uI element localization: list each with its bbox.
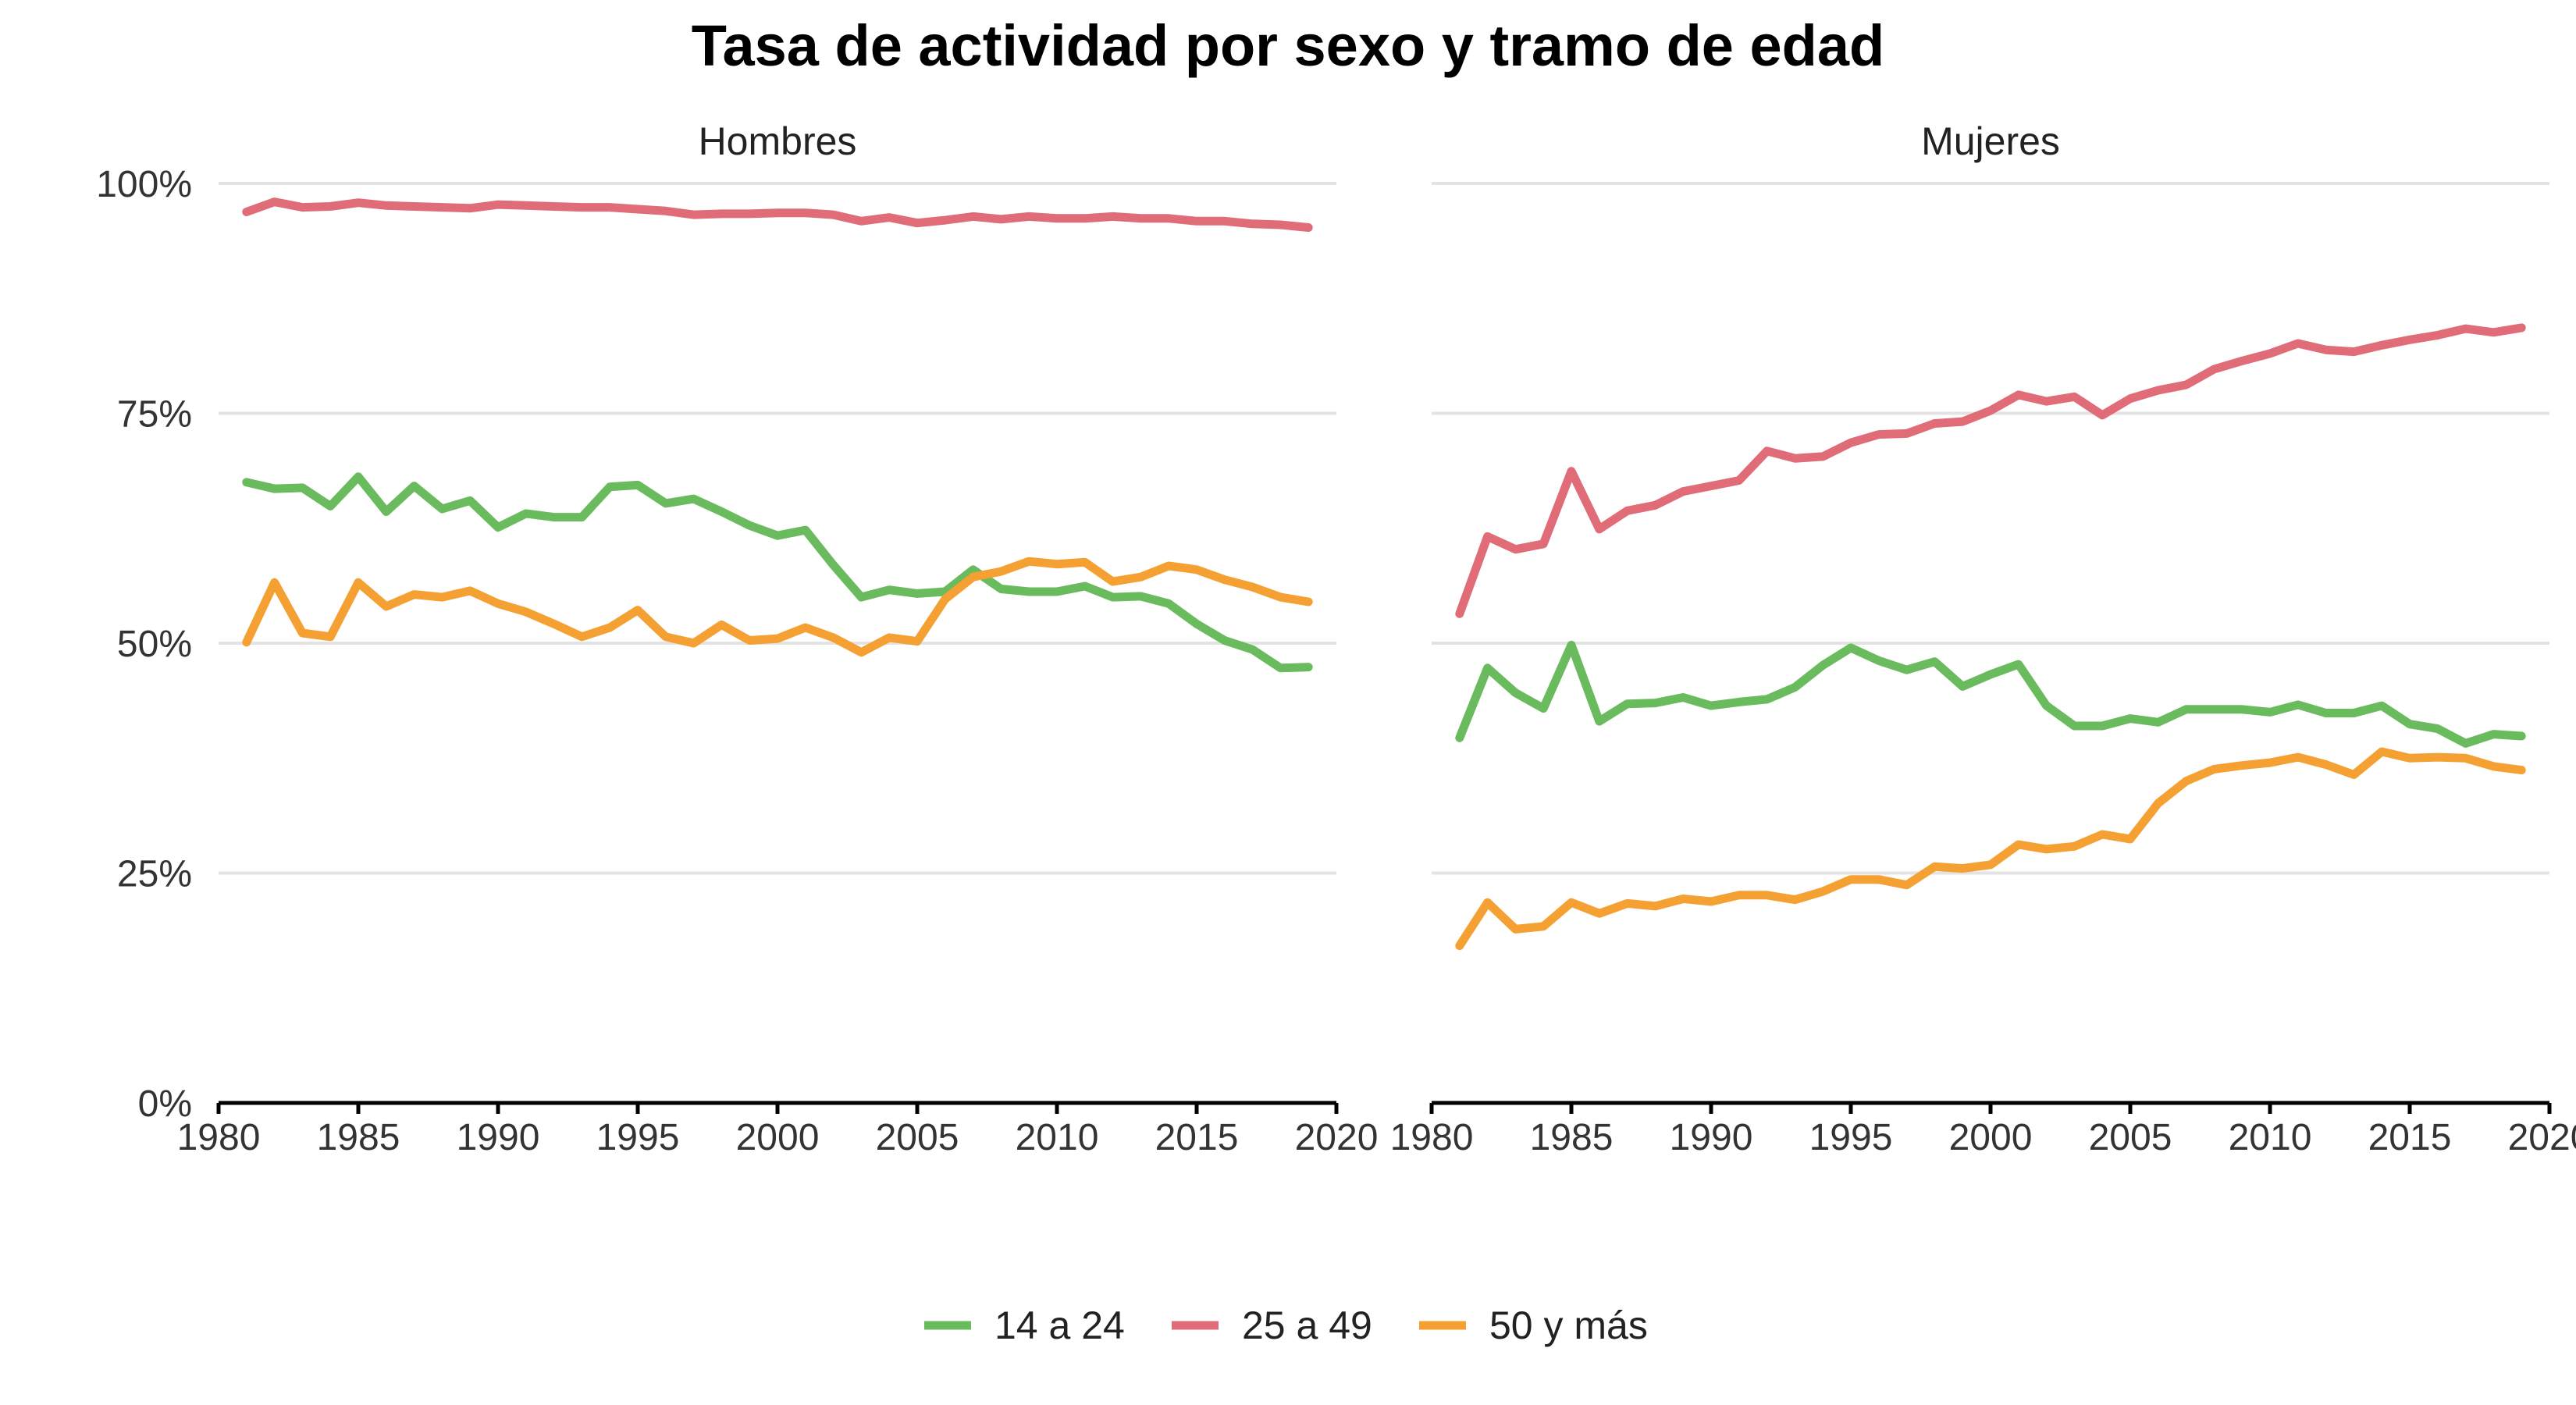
x-tick-label: 1980 — [177, 1117, 261, 1158]
x-tick-label: 1990 — [1670, 1117, 1753, 1158]
x-tick-label: 2015 — [1155, 1117, 1239, 1158]
x-tick-label: 2010 — [1016, 1117, 1099, 1158]
y-tick-label: 0% — [138, 1083, 192, 1125]
chart-title: Tasa de actividad por sexo y tramo de ed… — [692, 13, 1885, 78]
y-tick-label: 50% — [117, 624, 192, 665]
legend-item: 25 a 49 — [1172, 1304, 1372, 1347]
x-tick-label: 2020 — [1295, 1117, 1379, 1158]
series-line-50-y-más — [242, 557, 1313, 657]
series-line-14-a-24 — [242, 472, 1313, 673]
series-line-14-a-24 — [1455, 640, 2526, 748]
series-line-25-a-49 — [242, 197, 1313, 232]
legend-label: 50 y más — [1489, 1304, 1648, 1347]
panel-hombres: Hombres 0% 25% 50% 75% 100% 1980 1985 1990 1995 20… — [96, 119, 1378, 1158]
x-tick-label: 2000 — [736, 1117, 820, 1158]
legend-label: 25 a 49 — [1242, 1304, 1372, 1347]
legend-item: 50 y más — [1419, 1304, 1648, 1347]
x-tick-label: 1980 — [1390, 1117, 1474, 1158]
y-tick-label: 100% — [96, 164, 192, 205]
x-tick-label: 2000 — [1949, 1117, 2033, 1158]
x-tick-label: 2015 — [2368, 1117, 2452, 1158]
x-tick-label: 1995 — [596, 1117, 680, 1158]
x-tick-label: 2020 — [2508, 1117, 2576, 1158]
legend: 14 a 24 25 a 49 50 y más — [924, 1304, 1648, 1347]
legend-item: 14 a 24 — [924, 1304, 1125, 1347]
x-tick-label: 2010 — [2229, 1117, 2312, 1158]
series-line-50-y-más — [1455, 747, 2526, 951]
x-tick-label: 1985 — [317, 1117, 400, 1158]
y-tick-label: 75% — [117, 394, 192, 436]
x-tick-label: 1995 — [1809, 1117, 1893, 1158]
panel-strip-label: Hombres — [699, 119, 857, 163]
x-tick-label: 2005 — [2089, 1117, 2172, 1158]
panels-layer: Hombres 0% 25% 50% 75% 100% 1980 1985 1990 1995 20… — [96, 119, 2576, 1158]
y-tick-label: 25% — [117, 854, 192, 895]
panel-strip-label: Mujeres — [1921, 119, 2060, 163]
x-tick-label: 1985 — [1530, 1117, 1614, 1158]
x-tick-label: 1990 — [457, 1117, 540, 1158]
series-line-25-a-49 — [1455, 323, 2526, 618]
legend-label: 14 a 24 — [994, 1304, 1125, 1347]
panel-mujeres: Mujeres 1980 1985 1990 1995 2000 2005 2010 2015 2… — [1390, 119, 2576, 1158]
x-tick-label: 2005 — [876, 1117, 959, 1158]
